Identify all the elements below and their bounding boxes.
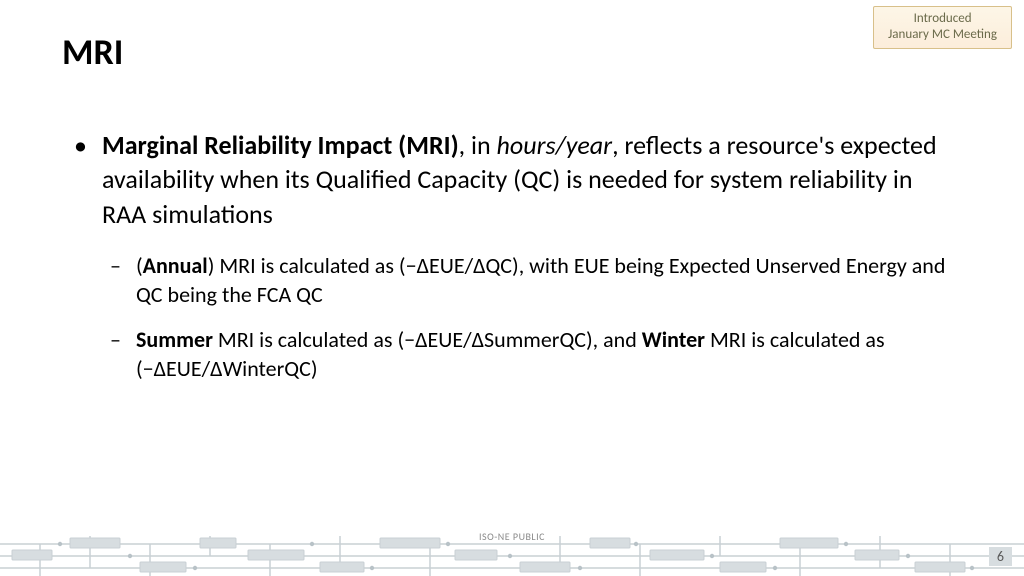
intro-badge: Introduced January MC Meeting [873, 6, 1012, 49]
content-area: Marginal Reliability Impact (MRI), in ho… [62, 128, 962, 399]
bullet-primary: Marginal Reliability Impact (MRI), in ho… [62, 128, 962, 383]
page-title: MRI [62, 30, 123, 74]
badge-line2: January MC Meeting [888, 27, 997, 43]
footer: ISO-NE PUBLIC 6 [0, 528, 1024, 576]
slide: MRI Introduced January MC Meeting Margin… [0, 0, 1024, 576]
sub1-m1: − [406, 252, 417, 279]
sub2-b1: Summer [136, 326, 213, 353]
badge-line1: Introduced [888, 11, 997, 27]
sub2-m2: − [143, 355, 154, 382]
bullet-mid1: , in [459, 129, 497, 161]
sub-bullet-seasonal: Summer MRI is calculated as (−ΔEUE/ΔSumm… [102, 325, 962, 383]
sub2-b2: Winter [642, 326, 705, 353]
sub2-m1: − [404, 326, 415, 353]
sub2-p1: MRI is calculated as ( [213, 326, 404, 353]
footer-label: ISO-NE PUBLIC [473, 530, 551, 543]
sub1-p1: ( [136, 252, 143, 279]
bullet-strong: Marginal Reliability Impact (MRI) [102, 129, 459, 161]
bullet-italic: hours/year [497, 129, 613, 161]
sub2-p2: ΔEUE/ΔSummerQC), and [415, 326, 642, 353]
sub2-p4: ΔEUE/ΔWinterQC) [154, 355, 318, 382]
sub1-b1: Annual [143, 252, 208, 279]
sub1-p2: ) MRI is calculated as ( [208, 252, 406, 279]
sub-bullet-annual: (Annual) MRI is calculated as (−ΔEUE/ΔQC… [102, 251, 962, 309]
page-number: 6 [989, 547, 1012, 566]
